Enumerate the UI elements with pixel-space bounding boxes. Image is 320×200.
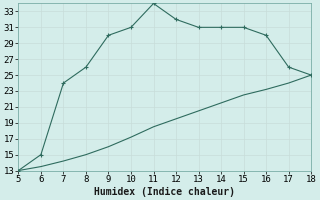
X-axis label: Humidex (Indice chaleur): Humidex (Indice chaleur) xyxy=(94,186,235,197)
